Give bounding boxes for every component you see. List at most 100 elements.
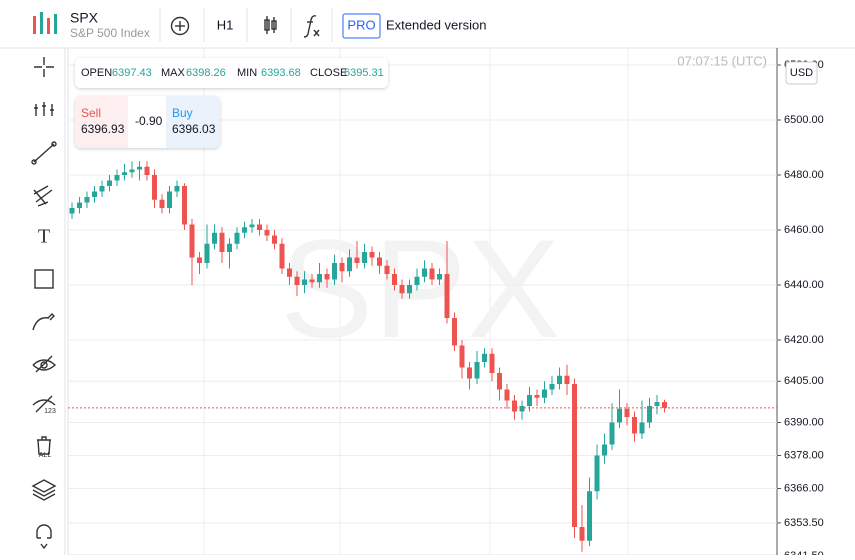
candle-body — [422, 268, 427, 277]
ohlc-value: 6393.68 — [261, 67, 301, 79]
chart-type-button[interactable] — [264, 16, 277, 34]
candle-body — [369, 251, 375, 258]
candle-body — [459, 345, 465, 368]
currency[interactable]: USD — [790, 67, 813, 79]
watermark: SPX — [280, 210, 560, 367]
candle-body — [174, 185, 180, 192]
buy-price[interactable]: 6396.03 — [172, 122, 216, 136]
y-tick-label: 6378.00 — [784, 449, 824, 461]
candle-body — [107, 180, 112, 186]
candle-body — [242, 227, 247, 233]
candle-body — [257, 224, 262, 230]
candle-body — [77, 202, 82, 208]
y-tick-label: 6460.00 — [784, 224, 824, 236]
candle-body — [579, 527, 585, 541]
candle-body — [227, 243, 232, 252]
ohlc-label: MAX — [161, 67, 186, 79]
candle-body — [474, 362, 480, 379]
candle-body — [519, 406, 525, 412]
candle-body — [654, 402, 660, 407]
interval-button[interactable]: H1 — [217, 17, 234, 32]
candle-body — [339, 262, 345, 272]
extended-version[interactable]: Extended version — [386, 17, 486, 32]
candle-body — [122, 172, 127, 175]
sell-price[interactable]: 6396.93 — [81, 122, 125, 136]
ohlc-panel — [75, 58, 388, 88]
candle-body — [324, 273, 330, 280]
candle-body — [624, 408, 630, 418]
candle-body — [114, 174, 120, 181]
candle-body — [377, 257, 382, 266]
y-tick-label: 6405.00 — [784, 375, 824, 387]
candle-body — [347, 257, 352, 272]
ohlc-label: OPEN — [81, 67, 112, 79]
y-tick-label: 6353.50 — [784, 517, 824, 529]
candle-body — [144, 166, 150, 175]
candle-body — [309, 279, 315, 283]
y-tick-label: 6390.00 — [784, 416, 824, 428]
candle-body — [204, 243, 210, 263]
candle-body — [497, 373, 502, 390]
candle-body — [234, 232, 240, 244]
candle-body — [467, 367, 472, 379]
symbol: SPX — [70, 10, 99, 26]
candle-body — [279, 243, 285, 269]
candle-body — [294, 276, 300, 285]
y-tick-label: 6480.00 — [784, 169, 824, 181]
sell-button[interactable] — [75, 96, 128, 148]
ohlc-value: 6398.26 — [186, 67, 226, 79]
candle-body — [317, 273, 322, 283]
candle-body — [662, 402, 667, 408]
candle-body — [557, 375, 562, 385]
candle-body — [137, 166, 142, 170]
ohlc-value: 6397.43 — [112, 67, 152, 79]
candle-body — [594, 455, 600, 492]
candle-body — [617, 408, 622, 423]
candle-body — [92, 191, 97, 197]
pro-badge[interactable] — [342, 13, 381, 39]
candle-body — [414, 276, 420, 285]
candle-body — [99, 185, 105, 192]
candle-body — [332, 262, 337, 280]
candle-body — [504, 389, 510, 401]
tool-icons[interactable]: T — [31, 57, 57, 550]
buy-label[interactable]: Buy — [172, 106, 193, 120]
candle-body — [152, 174, 157, 200]
candle-body — [69, 207, 75, 214]
candle-body — [302, 279, 307, 285]
indicators-button[interactable] — [303, 15, 320, 38]
candle-body — [362, 251, 367, 263]
clock: 07:07:15 (UTC) — [677, 53, 767, 68]
candle-body — [189, 224, 195, 258]
candle-body — [84, 196, 90, 203]
sell-label[interactable]: Sell — [81, 106, 101, 120]
candle-body — [167, 191, 172, 208]
candle-body — [489, 353, 495, 374]
pro-label[interactable]: PRO — [347, 17, 375, 32]
candle-body — [632, 417, 637, 434]
candle-body — [437, 273, 442, 280]
candle-body — [159, 199, 165, 208]
candle-body — [249, 224, 255, 228]
candle-body — [407, 284, 412, 294]
candle-body — [564, 375, 570, 385]
candle-body — [429, 268, 435, 280]
candle-body — [264, 229, 270, 236]
svg-text:T: T — [38, 226, 50, 248]
ohlc-label: CLOSE — [310, 67, 347, 79]
buy-button[interactable] — [166, 96, 220, 148]
candle-body — [354, 257, 360, 263]
candle-body — [129, 169, 135, 173]
candle-body — [392, 273, 397, 285]
ohlc-value: 6395.31 — [344, 67, 384, 79]
currency-box[interactable] — [785, 61, 818, 85]
candle-body — [542, 389, 547, 398]
y-tick-label: 6341.50 — [784, 550, 824, 555]
add-button[interactable] — [170, 16, 190, 36]
candle-body — [639, 422, 645, 434]
candle-body — [182, 185, 187, 225]
candle-body — [602, 444, 607, 456]
candle-body — [287, 268, 292, 277]
y-tick-label: 6440.00 — [784, 279, 824, 291]
